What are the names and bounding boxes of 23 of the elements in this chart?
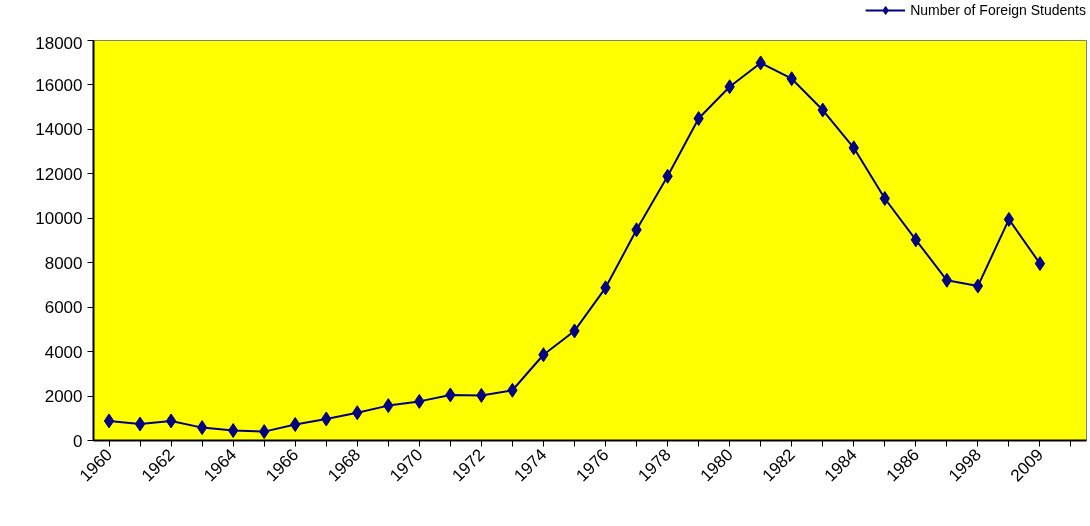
point — [227, 423, 239, 438]
point — [290, 417, 301, 432]
legend-label: Number of Foreign Students — [910, 2, 1086, 18]
point — [1034, 256, 1046, 272]
y-tick-label: 16000 — [35, 75, 83, 95]
point — [103, 413, 115, 429]
point — [693, 111, 704, 126]
point — [196, 420, 208, 436]
point — [134, 416, 146, 432]
y-tick-label: 8000 — [44, 253, 83, 273]
point — [941, 272, 953, 288]
y-tick-label: 0 — [73, 431, 83, 451]
point — [1003, 211, 1015, 227]
point — [165, 413, 177, 429]
y-tick-label: 2000 — [44, 387, 83, 407]
y-tick-label: 4000 — [44, 342, 83, 362]
point — [879, 191, 890, 206]
y-tick-label: 14000 — [35, 120, 83, 140]
y-tick-label: 6000 — [44, 298, 83, 318]
y-tick-label: 10000 — [35, 209, 83, 229]
point — [972, 278, 984, 294]
y-tick-label: 12000 — [35, 164, 83, 184]
y-tick-label: 18000 — [35, 33, 83, 53]
